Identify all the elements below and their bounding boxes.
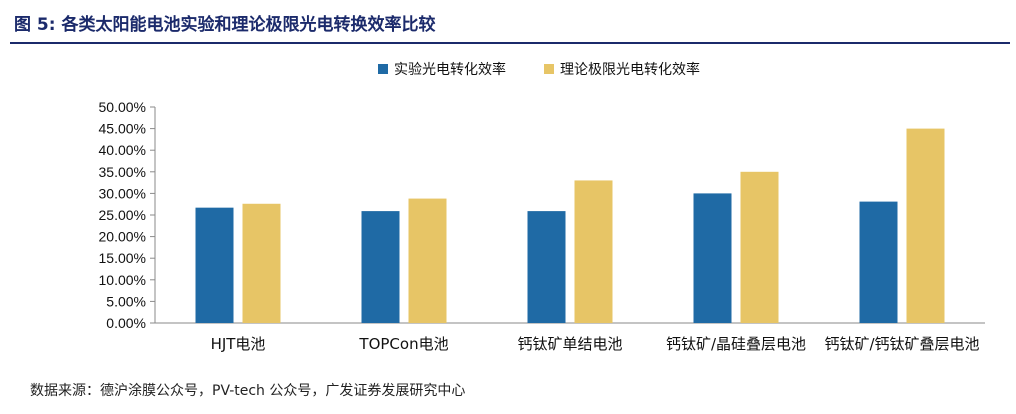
bar-series-2 xyxy=(408,198,447,323)
y-tick-label: 40.00% xyxy=(99,142,146,158)
y-tick-label: 45.00% xyxy=(99,121,146,137)
bar-series-2 xyxy=(242,203,281,323)
bar-series-1 xyxy=(859,201,898,323)
x-category-label: 钙钛矿/晶硅叠层电池 xyxy=(666,335,806,353)
y-tick-label: 35.00% xyxy=(99,164,146,180)
x-category-label: 钙钛矿/钙钛矿叠层电池 xyxy=(824,335,979,353)
bar-series-2 xyxy=(574,180,613,323)
bar-series-1 xyxy=(693,193,732,323)
legend-swatch xyxy=(544,64,554,74)
source-note: 数据来源：德沪涂膜公众号，PV-tech 公众号，广发证券发展研究中心 xyxy=(30,383,466,399)
bar-chart: 实验光电转化效率 理论极限光电转化效率 0.00% 5.00% 10.00% 15.00… xyxy=(99,61,985,353)
x-category-label: HJT电池 xyxy=(211,335,266,353)
y-tick-label: 30.00% xyxy=(99,185,146,201)
legend-label: 实验光电转化效率 xyxy=(394,61,506,78)
chart-legend: 实验光电转化效率 理论极限光电转化效率 xyxy=(378,61,700,78)
legend-label: 理论极限光电转化效率 xyxy=(560,61,700,78)
bars xyxy=(195,128,945,323)
y-tick-label: 0.00% xyxy=(106,315,146,331)
header-logo-strip xyxy=(0,0,1016,8)
bar-series-1 xyxy=(527,211,566,323)
bar-series-2 xyxy=(906,128,945,323)
y-tick-label: 15.00% xyxy=(99,250,146,266)
bar-series-1 xyxy=(361,211,400,323)
title-divider xyxy=(10,42,1010,44)
y-tick-label: 5.00% xyxy=(106,293,146,309)
x-category-label: 钙钛矿单结电池 xyxy=(517,335,622,353)
bar-series-1 xyxy=(195,207,234,323)
legend-swatch xyxy=(378,64,388,74)
y-tick-label: 20.00% xyxy=(99,229,146,245)
bar-series-2 xyxy=(740,171,779,323)
y-axis: 0.00% 5.00% 10.00% 15.00% 20.00% 25.00% 30.00%… xyxy=(99,99,156,331)
y-tick-label: 50.00% xyxy=(99,99,146,115)
figure-title: 图 5: 各类太阳能电池实验和理论极限光电转换效率比较 xyxy=(14,15,436,35)
y-tick-label: 25.00% xyxy=(99,207,146,223)
x-category-label: TOPCon电池 xyxy=(358,335,448,353)
x-axis: HJT电池 TOPCon电池 钙钛矿单结电池 钙钛矿/晶硅叠层电池 钙钛矿/钙钛矿叠层电… xyxy=(155,322,985,353)
y-tick-label: 10.00% xyxy=(99,272,146,288)
